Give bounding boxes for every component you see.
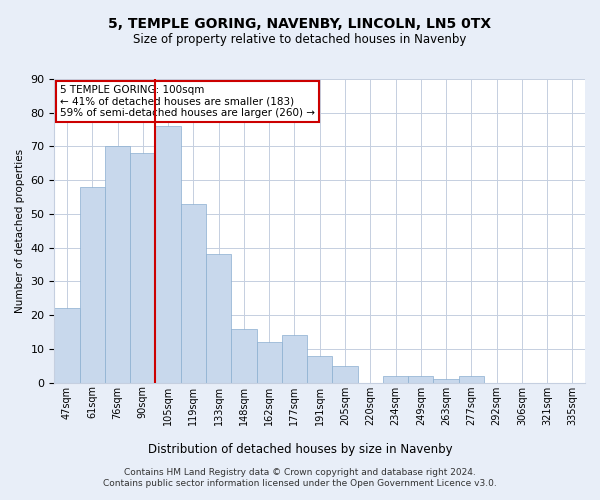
Bar — [257, 342, 282, 382]
Text: Contains HM Land Registry data © Crown copyright and database right 2024.
Contai: Contains HM Land Registry data © Crown c… — [103, 468, 497, 487]
Text: 5 TEMPLE GORING: 100sqm
← 41% of detached houses are smaller (183)
59% of semi-d: 5 TEMPLE GORING: 100sqm ← 41% of detache… — [60, 85, 315, 118]
Bar — [307, 356, 332, 382]
Bar — [105, 146, 130, 382]
Bar — [332, 366, 358, 382]
Bar — [458, 376, 484, 382]
Bar — [155, 126, 181, 382]
Bar — [231, 328, 257, 382]
Text: Size of property relative to detached houses in Navenby: Size of property relative to detached ho… — [133, 32, 467, 46]
Bar — [55, 308, 80, 382]
Bar — [433, 380, 458, 382]
Bar — [130, 153, 155, 382]
Bar — [282, 336, 307, 382]
Bar — [408, 376, 433, 382]
Bar — [80, 187, 105, 382]
Y-axis label: Number of detached properties: Number of detached properties — [15, 149, 25, 313]
Bar — [206, 254, 231, 382]
Bar — [383, 376, 408, 382]
Text: 5, TEMPLE GORING, NAVENBY, LINCOLN, LN5 0TX: 5, TEMPLE GORING, NAVENBY, LINCOLN, LN5 … — [109, 18, 491, 32]
Text: Distribution of detached houses by size in Navenby: Distribution of detached houses by size … — [148, 442, 452, 456]
Bar — [181, 204, 206, 382]
